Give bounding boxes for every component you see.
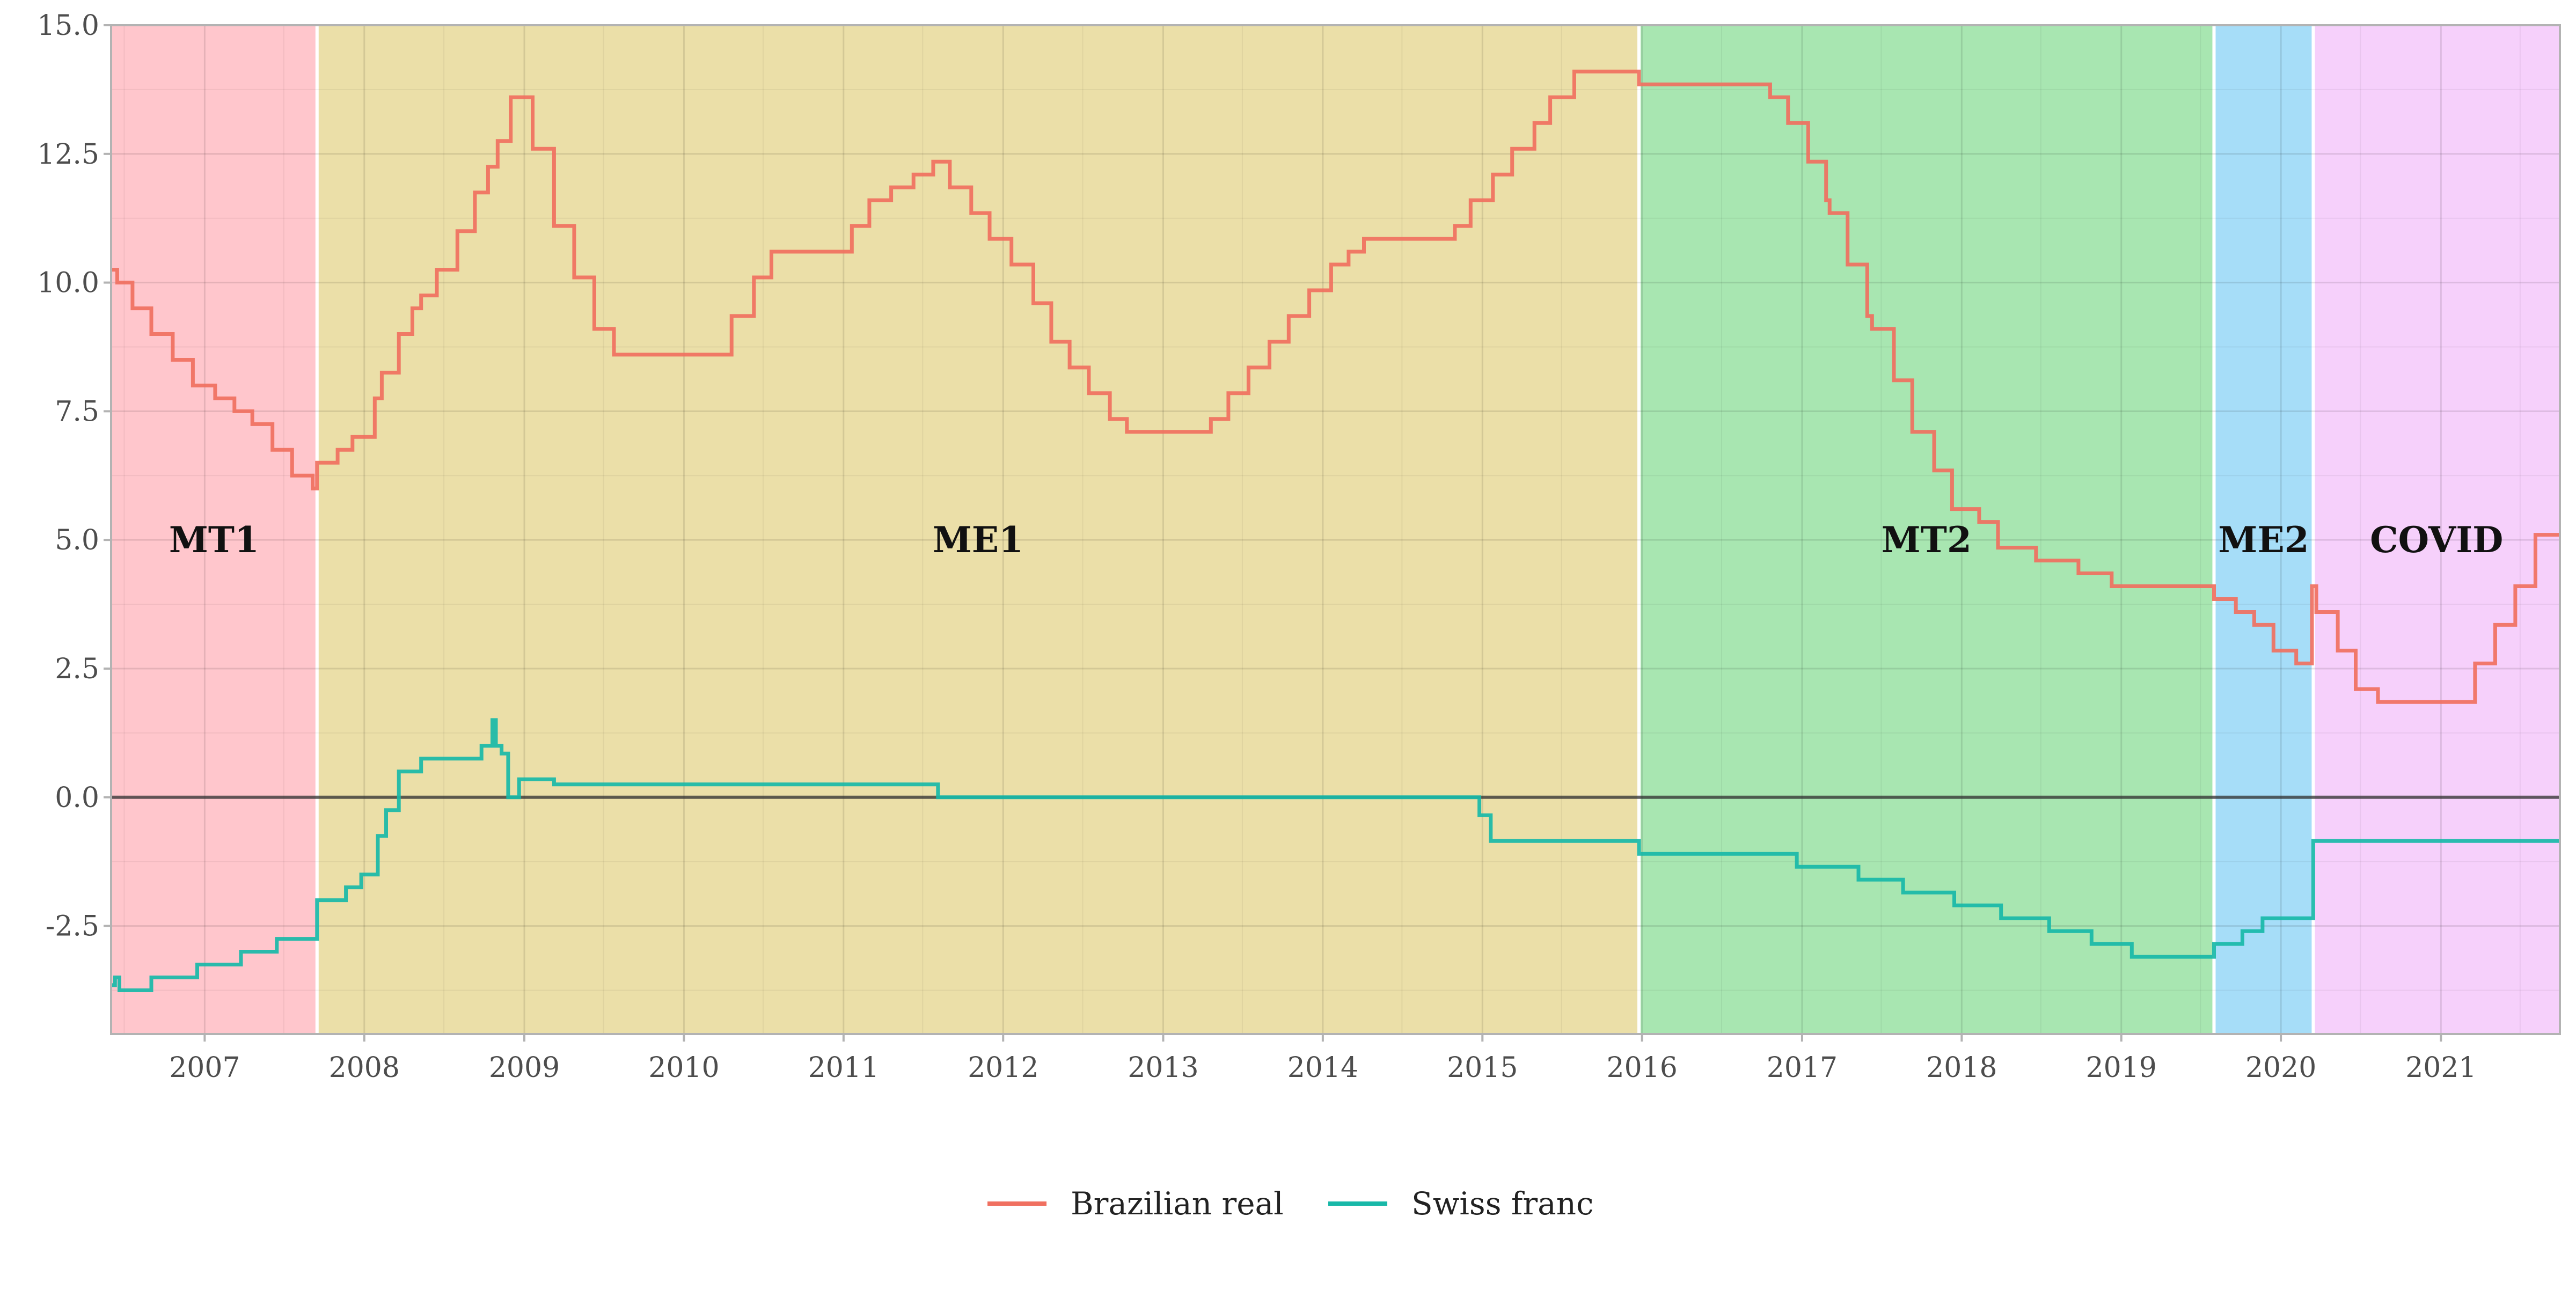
regime-band-mt1 [111,25,317,1034]
regime-bands [111,25,2560,1034]
x-tick-label: 2018 [1926,1052,1997,1084]
y-tick-label: 5.0 [55,524,99,556]
regime-label-me2: ME2 [2218,519,2309,561]
y-tick-label: 2.5 [55,653,99,685]
series-line-swiss-franc [111,718,2560,992]
y-tick-label: 10.0 [37,267,99,299]
y-tick-label: 0.0 [55,782,99,814]
y-tick-label: -2.5 [46,911,99,943]
legend-label: Swiss franc [1411,1185,1594,1222]
y-tick-label: 12.5 [37,138,99,171]
y-tick-label: 15.0 [37,10,99,42]
regime-label-covid: COVID [2370,519,2503,561]
x-tick-label: 2011 [808,1052,879,1084]
x-tick-label: 2010 [648,1052,719,1084]
grid-lines [111,24,2560,1034]
legend-label: Brazilian real [1071,1185,1284,1222]
regime-label-mt2: MT2 [1882,519,1972,561]
regime-label-me1: ME1 [933,519,1023,561]
y-tick-label: 7.5 [55,395,99,428]
x-tick-label: 2014 [1287,1052,1358,1084]
legend: Brazilian real Swiss franc [987,1185,1594,1222]
x-tick-label: 2007 [169,1052,240,1084]
plot-border [110,24,2561,1035]
x-tick-label: 2019 [2086,1052,2157,1084]
regime-labels: MT1 ME1 MT2 ME2 COVID [169,519,2503,561]
x-tick-label: 2009 [489,1052,560,1084]
x-axis-ticks: 2007 2008 2009 2010 2011 2012 2013 2014 2015 2016… [169,1034,2477,1084]
x-tick-label: 2016 [1607,1052,1678,1084]
x-tick-label: 2015 [1447,1052,1518,1084]
regime-band-me1 [317,25,1639,1034]
x-tick-label: 2020 [2245,1052,2316,1084]
regime-label-mt1: MT1 [169,519,259,561]
regime-band-mt2 [1638,25,2214,1034]
y-axis-ticks: 15.0 12.5 10.0 7.5 5.0 2.5 0.0 -2.5 [37,10,111,943]
regime-band-covid [2313,25,2560,1034]
plot-border-group [110,24,2561,1035]
regime-band-me2 [2214,25,2314,1034]
legend-item-swiss-franc: Swiss franc [1328,1185,1594,1222]
x-tick-label: 2013 [1128,1052,1198,1084]
x-tick-label: 2017 [1767,1052,1838,1084]
x-tick-label: 2012 [968,1052,1038,1084]
x-tick-label: 2021 [2405,1052,2476,1084]
series-lines [111,69,2560,992]
legend-item-brazilian-real: Brazilian real [987,1185,1284,1222]
x-tick-label: 2008 [329,1052,400,1084]
series-line-brazilian-real [111,69,2560,704]
